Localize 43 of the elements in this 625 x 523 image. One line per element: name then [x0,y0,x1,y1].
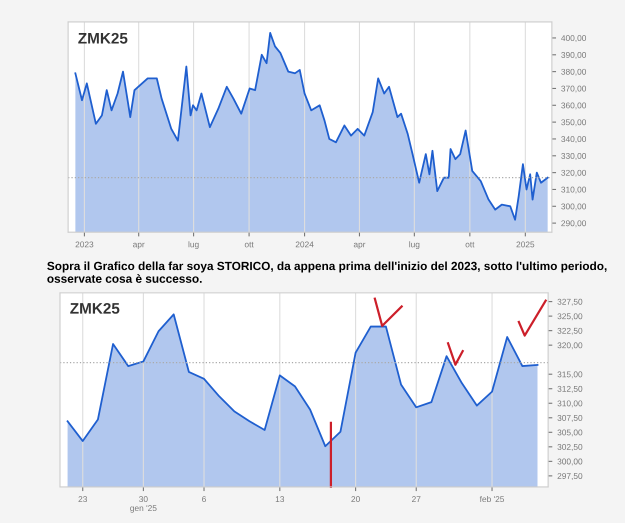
y-tick-label: 305,00 [557,430,582,436]
x-tick-label: 2023 [76,241,94,248]
y-tick-label: 302,50 [557,444,582,451]
y-tick-label: 327,50 [557,298,582,306]
x-tick-label: 2024 [296,241,314,248]
x-tick-label: ott [244,242,254,248]
y-tick-label: 315,00 [557,371,582,378]
y-tick-label: 300,00 [557,458,582,466]
y-tick-label: 297,50 [558,473,582,480]
x-tick-label: ott [466,242,474,248]
y-tick-label: 307,50 [557,414,582,422]
text: ZMK25 [78,32,128,44]
y-tick-label: 340,00 [561,136,586,144]
y-tick-label: 330,00 [561,152,586,160]
y-tick-label: 350,00 [561,119,586,126]
x-tick-label: 13 [276,496,284,502]
text: ZMK25 [70,302,120,314]
x-tick-label: apr [354,242,366,250]
y-tick-label: 310,00 [561,186,586,194]
x-tick-label: 20 [351,496,360,502]
y-tick-label: 322,50 [557,328,582,335]
x-tick-label: lug [188,241,199,250]
y-tick-label: 310,00 [557,400,582,408]
x-tick-label: feb '25 [480,496,504,502]
y-tick-label: 320,00 [561,170,586,177]
x-tick-label: lug [409,241,420,250]
y-tick-label: 312,50 [557,386,582,393]
y-tick-label: 360,00 [561,102,586,110]
y-tick-label: 370,00 [561,86,586,93]
x-tick-label: 23 [78,496,88,502]
y-tick-label: 390,00 [561,52,586,59]
y-tick-label: 380,00 [561,68,586,76]
x-tick-label: 2025 [516,241,534,248]
text: Sopra il Grafico della far soya STORICO, da appena prima dell'inizio del 2023, sotto l'ultimo periodo, osservate cosa è successo. [47,262,606,283]
y-tick-label: 320,00 [557,342,582,350]
x-tick-label: 6 [202,496,206,502]
x-tick-label: 30 gen '25 [130,496,157,513]
y-tick-label: 325,00 [557,313,582,320]
y-tick-label: 400,00 [561,35,586,42]
y-tick-label: 290,00 [561,220,586,228]
x-tick-label: apr [133,242,145,250]
x-tick-label: 27 [412,496,420,502]
y-tick-label: 300,00 [561,203,586,210]
